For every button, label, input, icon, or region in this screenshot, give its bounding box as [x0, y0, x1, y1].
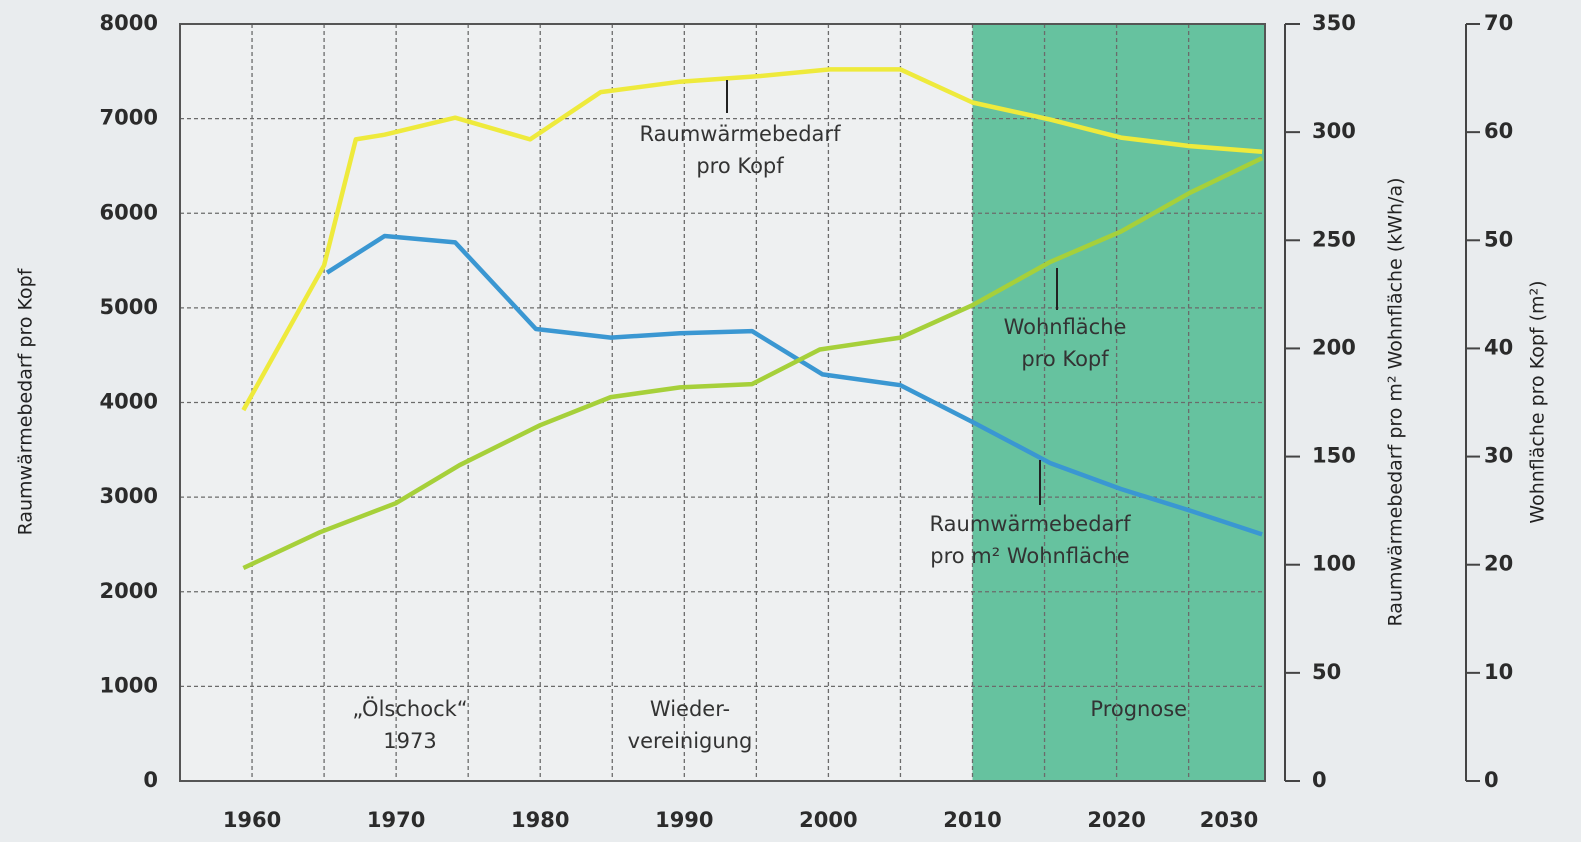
- annotation-text: „Ölschock“: [352, 696, 467, 721]
- y3-tick-label: 70: [1484, 11, 1513, 35]
- x-tick-label: 2000: [799, 808, 857, 832]
- y3-tick-label: 0: [1484, 768, 1499, 792]
- plot-border: [179, 23, 1266, 782]
- annotation-text: Raumwärmebedarf: [640, 122, 842, 146]
- y-tick-label: 8000: [100, 11, 158, 35]
- data-line: [325, 233, 1263, 537]
- forecast-label: Prognose: [1090, 697, 1187, 721]
- y2-axis-label: Raumwärmebedarf pro m² Wohnfläche (kWh/a…: [1385, 177, 1407, 626]
- annotation-text: Raumwärmebedarf: [930, 512, 1132, 536]
- x-tick-label: 2010: [943, 808, 1001, 832]
- annotation-text: 1973: [383, 729, 436, 753]
- y2-tick-label: 150: [1312, 444, 1356, 468]
- y2-tick-label: 250: [1312, 227, 1356, 251]
- y2-tick-label: 100: [1312, 552, 1356, 576]
- annotation-text: Wieder-: [650, 697, 730, 721]
- y-tick-label: 2000: [100, 579, 158, 603]
- y-tick-label: 7000: [100, 106, 158, 130]
- y3-tick-label: 20: [1484, 552, 1513, 576]
- annotation-text: vereinigung: [628, 729, 753, 753]
- y3-tick-label: 30: [1484, 444, 1513, 468]
- y3-tick-label: 10: [1484, 660, 1513, 684]
- y-tick-label: 0: [143, 768, 158, 792]
- y2-tick-label: 300: [1312, 119, 1356, 143]
- y3-axis-label: Wohnfläche pro Kopf (m²): [1527, 280, 1549, 523]
- data-line: [241, 67, 1263, 412]
- annotation-text: pro Kopf: [696, 154, 784, 178]
- y3-tick-label: 50: [1484, 227, 1513, 251]
- y2-tick-label: 200: [1312, 335, 1356, 359]
- y-axis-label: Raumwärmebedarf pro Kopf: [15, 267, 37, 535]
- y-tick-label: 4000: [100, 390, 158, 414]
- annotation-text: Wohnfläche: [1004, 315, 1127, 339]
- x-tick-label: 1960: [223, 808, 281, 832]
- y2-tick-label: 350: [1312, 11, 1356, 35]
- y2-tick-label: 50: [1312, 660, 1341, 684]
- annotation-text: pro Kopf: [1021, 347, 1109, 371]
- y-tick-label: 1000: [100, 673, 158, 697]
- y3-tick-label: 60: [1484, 119, 1513, 143]
- x-tick-label: 1970: [367, 808, 425, 832]
- y-tick-label: 3000: [100, 484, 158, 508]
- y-tick-label: 6000: [100, 200, 158, 224]
- y-tick-label: 5000: [100, 295, 158, 319]
- x-tick-label: 2020: [1087, 808, 1145, 832]
- data-line: [242, 156, 1264, 571]
- x-tick-label: 2030: [1200, 808, 1258, 832]
- y3-tick-label: 40: [1484, 335, 1513, 359]
- x-tick-label: 1980: [511, 808, 569, 832]
- y2-tick-label: 0: [1312, 768, 1327, 792]
- x-tick-label: 1990: [655, 808, 713, 832]
- annotation-text: pro m² Wohnfläche: [930, 544, 1129, 568]
